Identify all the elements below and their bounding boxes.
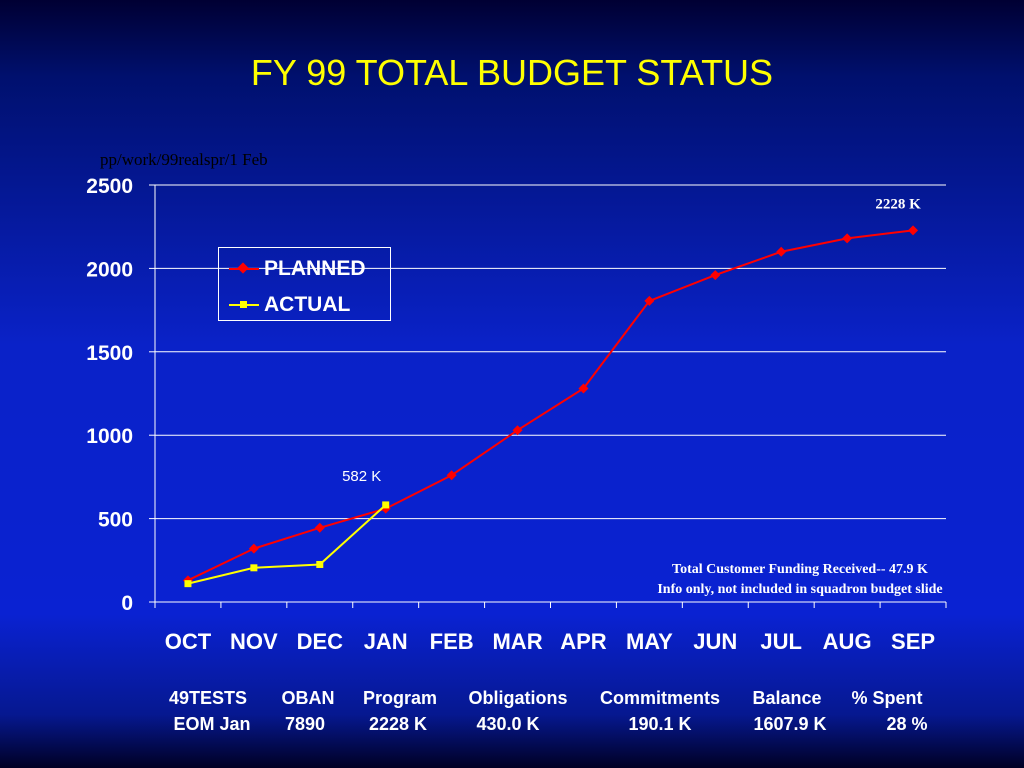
planned-data-point [314,522,325,533]
summary-value: 28 % [886,714,928,734]
y-tick-label: 0 [121,592,133,615]
actual-data-point [250,564,258,572]
funding-note: Total Customer Funding Received-- 47.9 K [672,562,928,577]
file-path-label: pp/work/99realspr/1 Feb [100,150,268,169]
x-tick-label: DEC [297,629,344,654]
x-tick-label: MAR [492,629,542,654]
x-tick-label: JUL [760,629,802,654]
actual-data-point [316,560,324,568]
actual-data-point [382,501,390,509]
actual-data-point [184,580,192,588]
planned-data-point [842,233,853,244]
data-label: 2228 K [875,196,921,212]
x-tick-label: JUN [693,629,737,654]
summary-header: 49TESTS [168,688,248,708]
x-tick-label: JAN [364,629,408,654]
planned-data-point [644,295,655,306]
planned-data-point [710,270,721,281]
planned-data-point [908,225,919,236]
summary-value: 7890 [284,714,326,734]
legend-label-planned: PLANNED [264,257,366,280]
x-tick-label: FEB [430,629,474,654]
summary-header: Balance [752,688,822,708]
y-tick-label: 2000 [86,258,133,281]
legend-label-actual: ACTUAL [264,293,351,316]
chart-legend: PLANNED ACTUAL [218,247,391,321]
planned-data-point [248,543,259,554]
summary-value: 1607.9 K [753,714,827,734]
x-tick-label: NOV [230,629,278,654]
summary-header: Program [362,688,438,708]
summary-value: EOM Jan [173,714,251,734]
diamond-marker-icon [237,262,249,274]
planned-data-point [512,425,523,436]
y-tick-label: 1500 [86,342,133,365]
y-tick-label: 1000 [86,425,133,448]
data-label: 582 K [342,468,381,485]
y-tick-label: 500 [98,509,133,532]
actual-series-line [187,504,387,585]
planned-data-point [446,470,457,481]
x-tick-label: AUG [823,629,872,654]
summary-header: % Spent [851,688,923,708]
x-tick-label: MAY [626,629,673,654]
summary-header: Obligations [468,688,568,708]
x-tick-label: OCT [165,629,212,654]
summary-header: Commitments [599,688,721,708]
x-tick-label: APR [560,629,607,654]
summary-value: 430.0 K [476,714,540,734]
y-tick-label: 2500 [86,175,133,198]
x-tick-label: SEP [891,629,935,654]
planned-data-point [776,246,787,257]
square-marker-icon [240,301,247,308]
slide-title: FY 99 TOTAL BUDGET STATUS [250,52,774,93]
summary-value: 190.1 K [628,714,692,734]
info-note: Info only, not included in squadron budg… [657,582,943,597]
legend-item-actual: ACTUAL [219,286,392,322]
planned-series-line [187,229,914,582]
summary-header: OBAN [281,688,335,708]
summary-value: 2228 K [368,714,428,734]
legend-item-planned: PLANNED [219,250,392,286]
planned-data-point [578,383,589,394]
